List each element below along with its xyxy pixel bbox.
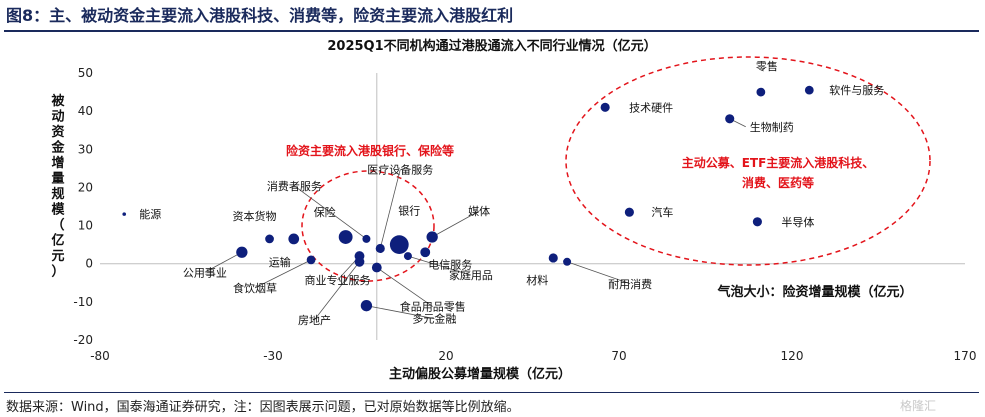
chart-title: 2025Q1不同机构通过港股通流入不同行业情况（亿元） (327, 38, 656, 54)
bubble-label: 零售 (756, 59, 778, 73)
leader-lines (204, 118, 746, 321)
x-tick-label: -30 (263, 349, 283, 363)
bubble-label: 家庭用品 (449, 268, 493, 282)
y-axis-label: 被动资金增量规模（亿元） (50, 93, 65, 280)
bubble-label: 汽车 (651, 205, 673, 219)
figure-title: 图8：主、被动资金主要流入港股科技、消费等，险资主要流入港股红利 (6, 6, 514, 25)
bubble (375, 243, 385, 254)
bubble-label: 半导体 (781, 215, 814, 229)
bubble-label: 软件与服务 (829, 83, 884, 97)
bubble (371, 262, 382, 273)
x-tick-label: -80 (90, 349, 110, 363)
bubble (306, 255, 316, 265)
leader-line (294, 185, 367, 240)
y-tick-label: 20 (78, 180, 93, 194)
leader-line (566, 261, 631, 285)
bubble (236, 246, 248, 258)
axes (100, 73, 965, 340)
bubble-label: 材料 (526, 273, 548, 287)
watermark: 格隆汇 (900, 399, 937, 413)
active-etf-ellipse (565, 56, 931, 266)
x-tick-label: 20 (438, 349, 453, 363)
footer-divider (4, 392, 979, 393)
bubble (122, 212, 127, 216)
leader-line (376, 267, 434, 307)
x-axis-label: 主动偏股公募增量规模（亿元） (389, 366, 571, 382)
x-tick-label: 70 (611, 349, 626, 363)
leader-line (314, 261, 360, 321)
leader-line (407, 255, 472, 276)
bubble (403, 252, 412, 261)
bubble-label: 消费者服务 (267, 179, 322, 193)
bubble-label: 耐用消费 (608, 277, 652, 291)
leader-line (431, 210, 480, 238)
bubble (389, 235, 409, 255)
bubble-label: 银行 (398, 204, 420, 218)
y-tick-label: 40 (78, 104, 93, 118)
bubble-label: 公用事业 (183, 266, 227, 279)
x-tick-label: 170 (954, 349, 977, 363)
bubble (804, 85, 814, 95)
y-tick-label: 10 (78, 219, 93, 233)
data-points (122, 85, 814, 312)
active-etf-annotation-line1: 主动公募、ETF主要流入港股科技、 (682, 155, 875, 170)
bubble (548, 253, 558, 263)
bubble (362, 234, 371, 243)
bubble (360, 300, 373, 312)
y-tick-label: -10 (73, 295, 93, 309)
bubble-label: 保险 (314, 205, 336, 219)
bubble-label: 电信服务 (428, 258, 472, 271)
bubble-label: 资本货物 (233, 209, 277, 223)
source-note: 数据来源：Wind，国泰海通证券研究，注：因图表展示问题，已对原始数据等比例放缩… (6, 400, 520, 415)
bubble-label: 食饮烟草 (233, 281, 277, 295)
bubble-size-note: 气泡大小：险资增量规模（亿元） (717, 284, 912, 300)
bubble (756, 87, 766, 97)
x-tick-label: 120 (781, 349, 804, 363)
y-tick-label: -20 (73, 333, 93, 347)
bubble-label: 能源 (139, 207, 161, 221)
bubble-label: 媒体 (468, 204, 490, 218)
tick-labels: -80 -30 20 70 120 170 -20 -10 0 10 20 30 40 50 (73, 66, 976, 363)
bubble-label: 医疗设备服务 (367, 162, 433, 176)
leader-line (366, 305, 435, 320)
bubble-label: 技术硬件 (629, 101, 673, 114)
bubble (624, 207, 634, 217)
y-tick-label: 50 (78, 66, 93, 80)
active-etf-annotation-line2: 消费、医药等 (742, 175, 814, 190)
bubble-label: 商业专业服务 (305, 273, 371, 287)
bubble (354, 256, 365, 267)
bubble-chart: 2025Q1不同机构通过港股通流入不同行业情况（亿元） -80 -30 20 70 12… (50, 38, 976, 382)
bubble-label: 食品用品零售 (400, 300, 466, 314)
bubble (420, 247, 431, 258)
bubble (265, 234, 274, 244)
bubble (288, 233, 300, 245)
leader-line (204, 251, 243, 273)
bubble-label: 多元金融 (412, 312, 456, 326)
bubble (338, 230, 353, 244)
y-tick-label: 0 (85, 257, 93, 271)
leader-line (379, 169, 401, 249)
insurance-ellipse (301, 170, 435, 282)
bubble-label: 房地产 (298, 313, 331, 327)
bubble (426, 231, 438, 243)
insurance-annotation: 险资主要流入港股银行、保险等 (286, 143, 454, 158)
bubble-label: 生物制药 (750, 120, 794, 134)
bubble (725, 114, 735, 124)
bubble (600, 102, 610, 112)
y-tick-label: 30 (78, 142, 93, 156)
leader-line (254, 259, 312, 289)
bubble-label: 运输 (269, 255, 291, 269)
bubble (752, 217, 762, 227)
title-divider (4, 30, 979, 32)
bubble (563, 257, 572, 266)
